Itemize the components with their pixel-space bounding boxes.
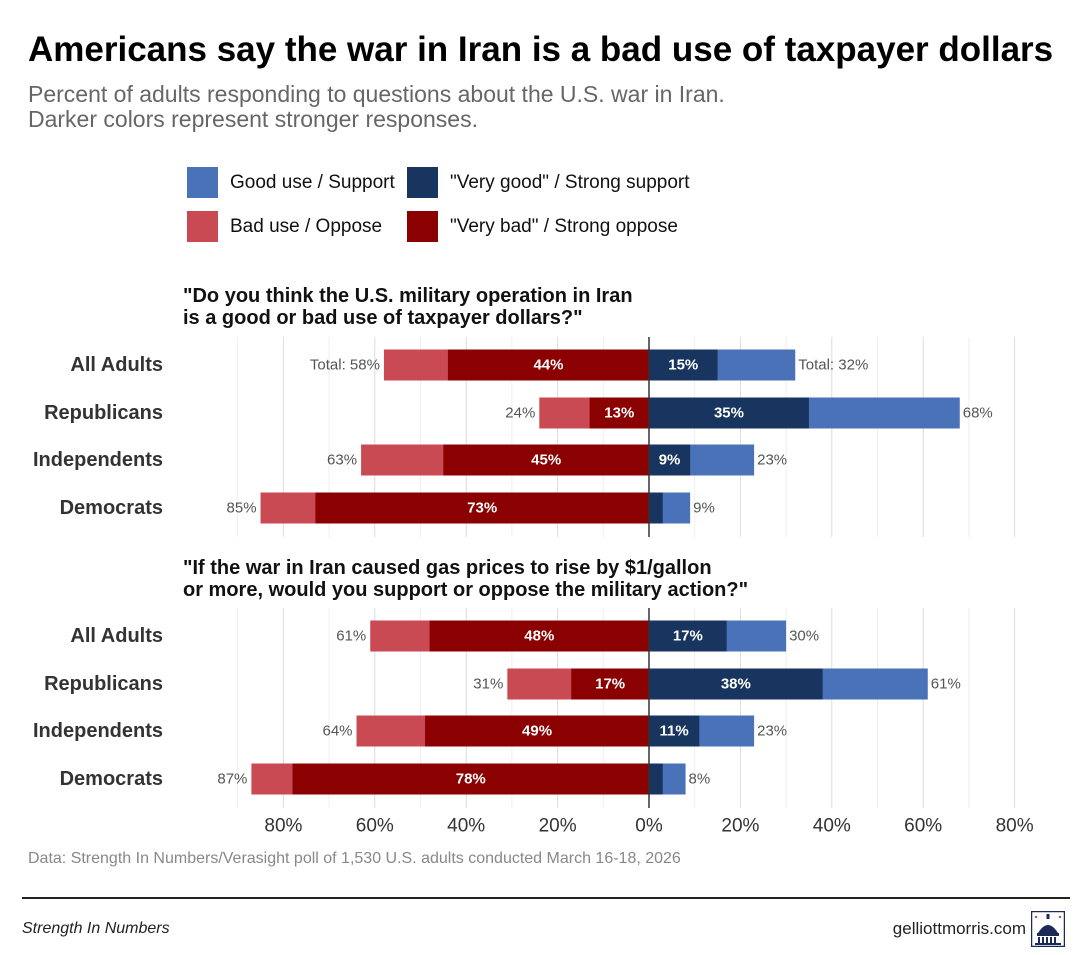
bar-strong-support: [649, 620, 727, 652]
bar-strong-support: [649, 715, 700, 747]
category-label: Independents: [33, 720, 163, 742]
bar-strong-oppose: [589, 397, 649, 429]
bar-strong-support: [649, 397, 809, 429]
legend-label-support: Good use / Support: [230, 171, 395, 193]
bar-strong-support: [649, 444, 691, 476]
legend-item-strong-oppose: "Very bad" / Strong oppose: [407, 211, 678, 242]
question-1-line-2: is a good or bad use of taxpayer dollars…: [183, 307, 583, 329]
data-label-strong-oppose: 44%: [533, 357, 563, 374]
legend-swatch-strong-support: [407, 167, 438, 198]
data-label-support: 30%: [789, 628, 819, 645]
data-label-strong-support: 15%: [668, 357, 698, 374]
legend-label-strong-support: "Very good" / Strong support: [450, 171, 690, 193]
category-label: All Adults: [70, 625, 163, 647]
x-tick-label: 80%: [264, 816, 302, 837]
data-label-strong-oppose: 17%: [595, 676, 625, 693]
question-2-line-1: "If the war in Iran caused gas prices to…: [183, 557, 712, 579]
bar-strong-oppose: [292, 763, 649, 795]
footer-brand: Strength In Numbers: [22, 920, 170, 937]
bar-strong-support: [649, 668, 823, 700]
data-label-support: 68%: [963, 405, 993, 422]
data-label-strong-support: 38%: [721, 676, 751, 693]
legend-swatch-support: [187, 167, 218, 198]
x-tick-label: 80%: [996, 816, 1034, 837]
bar-strong-support: [649, 763, 663, 795]
x-tick-label: 40%: [447, 816, 485, 837]
bar-strong-oppose: [315, 492, 649, 524]
data-label-strong-oppose: 13%: [604, 405, 634, 422]
subtitle-line-1: Percent of adults responding to question…: [28, 81, 725, 107]
data-label-oppose: 31%: [473, 676, 503, 693]
question-2-title: "If the war in Iran caused gas prices to…: [183, 557, 748, 601]
data-label-support: 8%: [689, 771, 711, 788]
x-tick-label: 20%: [721, 816, 759, 837]
data-label-oppose: 87%: [217, 771, 247, 788]
data-label-support: 23%: [757, 452, 787, 469]
category-label: Republicans: [44, 673, 163, 695]
legend-item-oppose: Bad use / Oppose: [187, 211, 382, 242]
x-tick-label: 20%: [539, 816, 577, 837]
question-2-line-2: or more, would you support or oppose the…: [183, 579, 749, 601]
data-label-strong-support: 17%: [673, 628, 703, 645]
x-tick-label: 60%: [356, 816, 394, 837]
x-tick-label: 0%: [635, 816, 663, 837]
chart-title: Americans say the war in Iran is a bad u…: [28, 30, 1054, 69]
bar-strong-support: [649, 349, 718, 381]
data-label-strong-oppose: 48%: [524, 628, 554, 645]
data-label-oppose: Total: 58%: [310, 357, 380, 374]
x-tick-label: 60%: [904, 816, 942, 837]
legend-label-strong-oppose: "Very bad" / Strong oppose: [450, 215, 678, 237]
category-label: Republicans: [44, 402, 163, 424]
data-label-strong-oppose: 73%: [467, 500, 497, 517]
data-label-strong-support: 9%: [659, 452, 681, 469]
data-label-support: 9%: [693, 500, 715, 517]
bar-strong-oppose: [571, 668, 649, 700]
subtitle-line-2: Darker colors represent stronger respons…: [28, 106, 478, 132]
bar-strong-oppose: [425, 715, 649, 747]
data-label-strong-oppose: 49%: [522, 723, 552, 740]
category-label: Democrats: [60, 768, 163, 790]
category-label: All Adults: [70, 354, 163, 376]
data-label-oppose: 61%: [336, 628, 366, 645]
x-tick-label: 40%: [813, 816, 851, 837]
category-label: Independents: [33, 449, 163, 471]
legend-item-strong-support: "Very good" / Strong support: [407, 167, 690, 198]
data-label-strong-support: 11%: [660, 723, 689, 740]
legend-item-support: Good use / Support: [187, 167, 395, 198]
data-label-oppose: 63%: [327, 452, 357, 469]
data-label-strong-support: 35%: [714, 405, 744, 422]
footer-divider: [22, 897, 1070, 899]
data-label-support: Total: 32%: [798, 357, 868, 374]
bar-strong-oppose: [429, 620, 649, 652]
data-label-support: 61%: [931, 676, 961, 693]
legend-label-oppose: Bad use / Oppose: [230, 215, 383, 237]
question-1-title: "Do you think the U.S. military operatio…: [183, 285, 633, 329]
footer-website[interactable]: gelliottmorris.com: [892, 919, 1026, 938]
data-label-support: 23%: [757, 723, 787, 740]
legend-swatch-strong-oppose: [407, 211, 438, 242]
capitol-dome-icon: [1031, 911, 1065, 947]
bar-strong-support: [649, 492, 663, 524]
bar-strong-oppose: [443, 444, 649, 476]
question-1-line-1: "Do you think the U.S. military operatio…: [183, 285, 633, 307]
data-label-oppose: 64%: [322, 723, 352, 740]
data-label-strong-oppose: 45%: [531, 452, 561, 469]
category-label: Democrats: [60, 497, 163, 519]
data-label-strong-oppose: 78%: [456, 771, 486, 788]
chart-subtitle: Percent of adults responding to question…: [28, 82, 725, 132]
source-note: Data: Strength In Numbers/Verasight poll…: [28, 850, 681, 867]
data-label-oppose: 85%: [227, 500, 257, 517]
legend-swatch-oppose: [187, 211, 218, 242]
data-label-oppose: 24%: [505, 405, 535, 422]
bar-strong-oppose: [447, 349, 649, 381]
